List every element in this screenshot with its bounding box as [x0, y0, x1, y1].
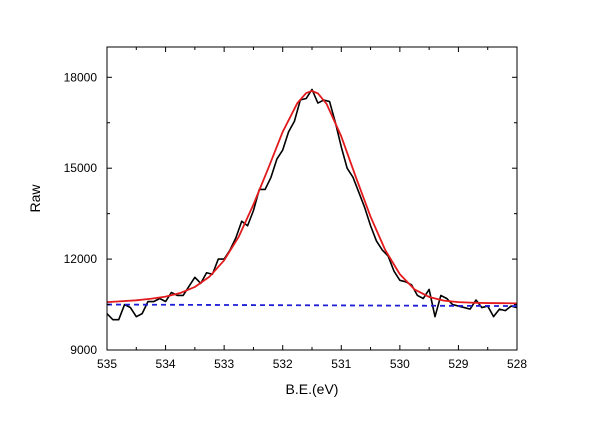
- y-tick-label: 12000: [64, 252, 98, 266]
- y-tick-label: 15000: [64, 161, 98, 175]
- series-layer: [107, 88, 517, 321]
- x-axis-title: B.E.(eV): [286, 381, 339, 397]
- x-tick-label: 529: [448, 357, 468, 371]
- y-axis-title: Raw: [27, 184, 43, 213]
- x-tick-label: 531: [331, 357, 351, 371]
- x-tick-label: 532: [273, 357, 293, 371]
- x-tick-label: 530: [390, 357, 410, 371]
- x-tick-label: 533: [214, 357, 234, 371]
- x-tick-label: 534: [156, 357, 176, 371]
- x-tick-label: 535: [97, 357, 117, 371]
- y-tick-label: 18000: [64, 70, 98, 84]
- series-line-raw: [107, 88, 517, 321]
- x-tick-label: 528: [507, 357, 527, 371]
- series-line-fit: [107, 90, 517, 305]
- y-tick-label: 9000: [70, 343, 97, 357]
- x-axis: 535 534 533 532 531 530 529 528: [97, 47, 527, 371]
- y-axis: 9000 12000 15000 18000: [64, 70, 517, 357]
